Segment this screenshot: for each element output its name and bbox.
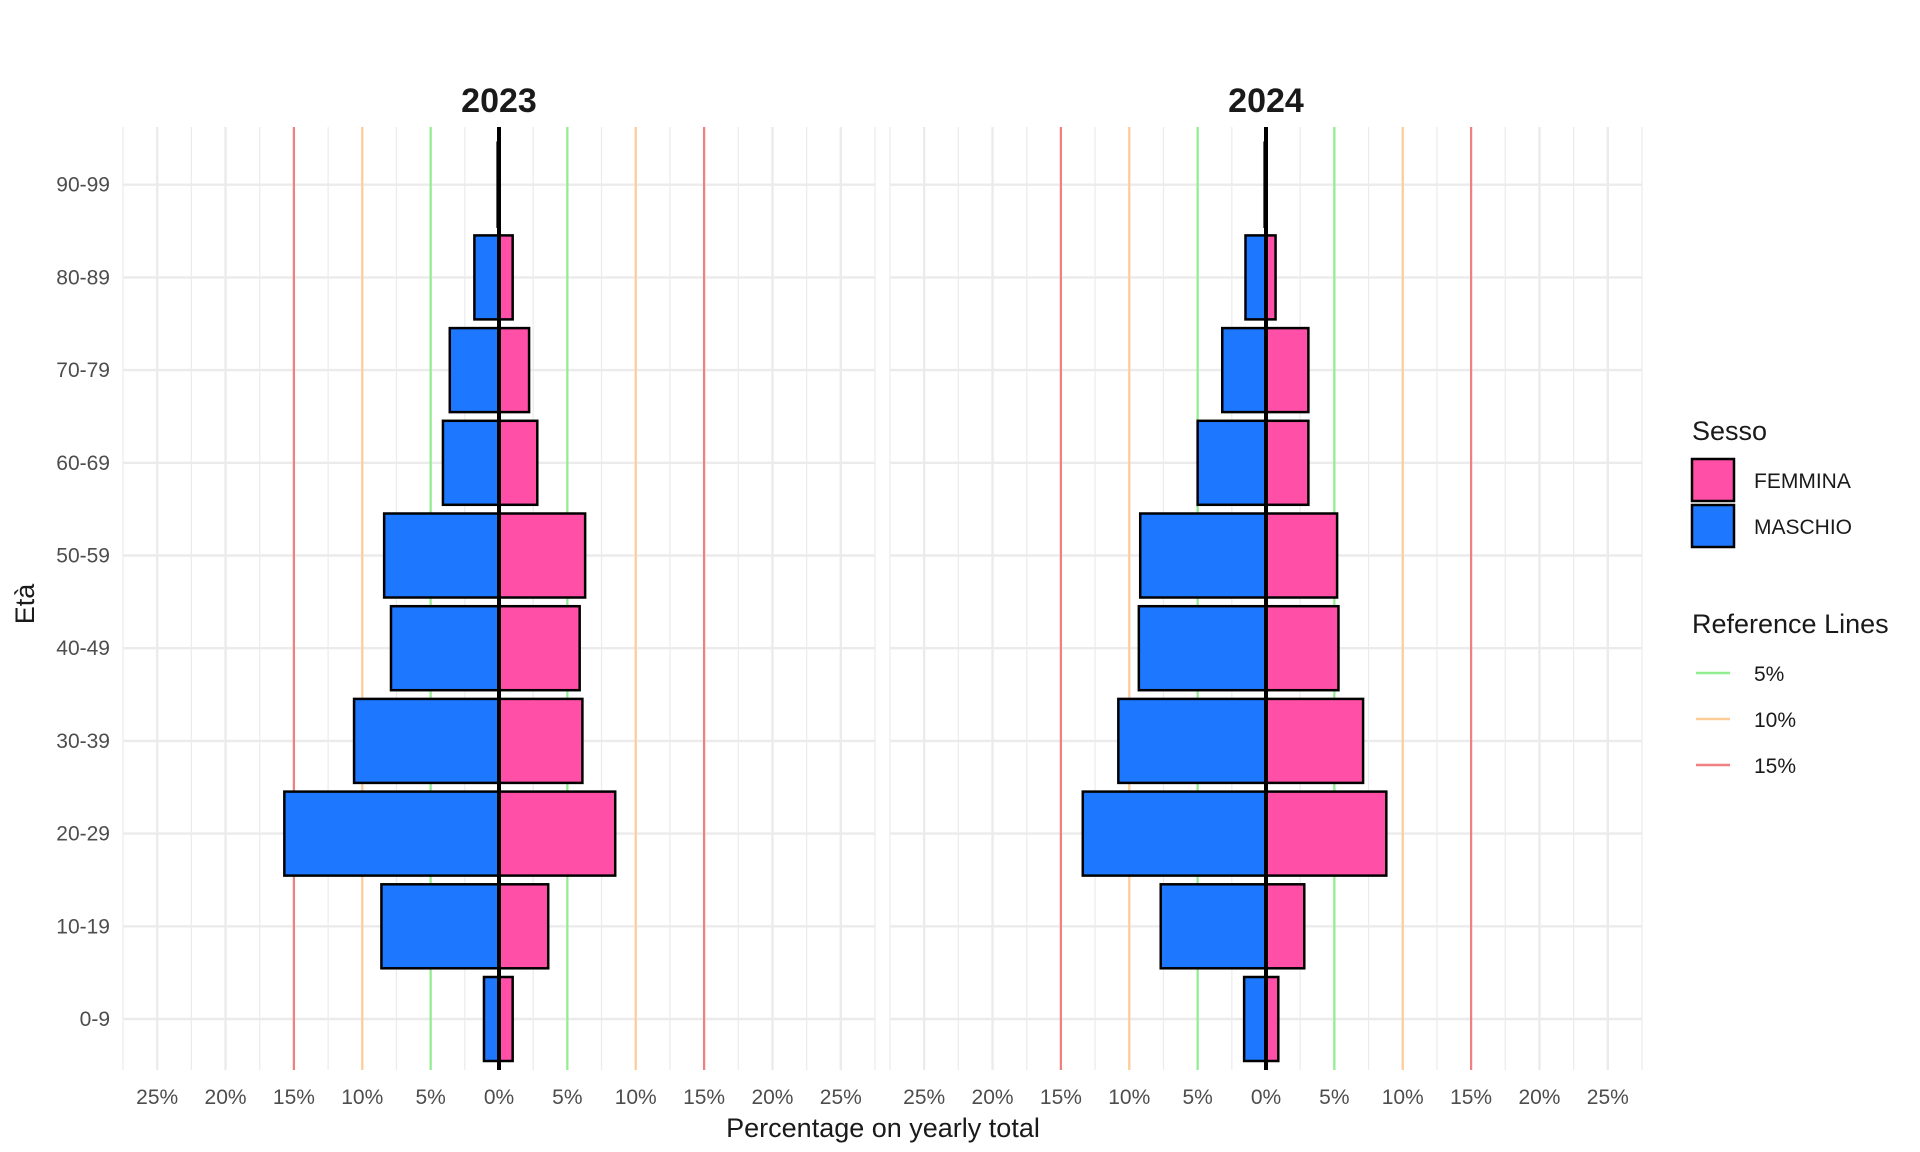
x-tick-label: 20% xyxy=(205,1086,247,1109)
x-tick-label: 20% xyxy=(751,1086,793,1109)
bar-femmina-10-19 xyxy=(497,883,550,970)
x-tick-label: 25% xyxy=(820,1086,862,1109)
bar-femmina-70-79 xyxy=(497,326,531,414)
x-tick-label: 15% xyxy=(683,1086,725,1109)
x-tick-label: 25% xyxy=(1587,1086,1629,1109)
bar-maschio-80-89 xyxy=(1244,234,1268,321)
legend-label-ref-5: 5% xyxy=(1754,663,1784,686)
bar-femmina-10-19 xyxy=(1264,883,1306,970)
y-tick-label: 20-29 xyxy=(56,823,110,846)
bar-maschio-30-39 xyxy=(352,697,501,785)
bar-maschio-10-19 xyxy=(1159,883,1268,970)
x-tick-label: 0% xyxy=(1251,1086,1281,1109)
x-tick-label: 15% xyxy=(273,1086,315,1109)
y-tick-label: 50-59 xyxy=(56,545,110,568)
x-tick-label: 10% xyxy=(1382,1086,1424,1109)
y-axis: 0-9 10-19 20-29 30-39 40-49 50-59 60-69 70-79 80… xyxy=(56,174,110,1031)
bar-maschio-80-89 xyxy=(473,234,501,321)
bar-maschio-20-29 xyxy=(283,790,501,877)
bar-maschio-60-69 xyxy=(441,419,501,507)
x-tick-label: 10% xyxy=(341,1086,383,1109)
legend-title-sesso: Sesso xyxy=(1692,416,1767,446)
x-tick-label: 20% xyxy=(1518,1086,1560,1109)
x-tick-label: 25% xyxy=(903,1086,945,1109)
x-tick-label: 20% xyxy=(972,1086,1014,1109)
legend-title-reference-lines: Reference Lines xyxy=(1692,609,1889,639)
bar-maschio-60-69 xyxy=(1196,419,1268,507)
x-tick-label: 10% xyxy=(1108,1086,1150,1109)
facet-panel-2023: 2023 25% 20% 15% 10% 5% 0% 5% 10% 15% 20% 25% xyxy=(122,82,876,1109)
x-tick-label: 10% xyxy=(615,1086,657,1109)
y-tick-label: 80-89 xyxy=(56,266,110,289)
y-tick-label: 30-39 xyxy=(56,730,110,753)
bar-femmina-40-49 xyxy=(497,604,581,692)
x-tick-label: 5% xyxy=(552,1086,582,1109)
bar-maschio-0-9 xyxy=(482,975,501,1063)
bar-femmina-60-69 xyxy=(1264,419,1310,507)
x-tick-label: 5% xyxy=(415,1086,445,1109)
bar-maschio-20-29 xyxy=(1081,790,1268,877)
y-tick-label: 0-9 xyxy=(80,1008,110,1031)
legend-label-femmina: FEMMINA xyxy=(1754,470,1851,493)
legend-label-ref-15: 15% xyxy=(1754,755,1796,778)
legend: Sesso FEMMINA MASCHIO Reference Lines 5% 10% 1… xyxy=(1690,416,1889,778)
bar-femmina-30-39 xyxy=(497,697,584,785)
bar-maschio-40-49 xyxy=(1137,604,1268,692)
y-tick-label: 60-69 xyxy=(56,452,110,475)
legend-label-ref-10: 10% xyxy=(1754,709,1796,732)
bar-maschio-10-19 xyxy=(380,883,501,970)
bar-femmina-20-29 xyxy=(1264,790,1388,877)
legend-key-femmina xyxy=(1690,457,1736,503)
x-tick-label: 15% xyxy=(1040,1086,1082,1109)
bar-femmina-40-49 xyxy=(1264,604,1340,692)
y-tick-label: 40-49 xyxy=(56,637,110,660)
bar-maschio-70-79 xyxy=(448,326,501,414)
bar-femmina-0-9 xyxy=(497,975,514,1063)
bar-femmina-60-69 xyxy=(497,419,539,507)
bar-maschio-50-59 xyxy=(1138,512,1268,599)
x-tick-label: 0% xyxy=(484,1086,514,1109)
y-tick-label: 90-99 xyxy=(56,174,110,197)
legend-label-maschio: MASCHIO xyxy=(1754,516,1852,539)
bar-maschio-40-49 xyxy=(389,604,501,692)
y-axis-title: Età xyxy=(10,583,40,625)
x-tick-label: 5% xyxy=(1182,1086,1212,1109)
bar-maschio-70-79 xyxy=(1220,326,1268,414)
bar-maschio-30-39 xyxy=(1117,697,1268,785)
facet-title: 2023 xyxy=(461,82,537,120)
y-tick-label: 70-79 xyxy=(56,359,110,382)
x-tick-label: 5% xyxy=(1319,1086,1349,1109)
facet-title: 2024 xyxy=(1228,82,1304,120)
facet-panel-2024: 2024 25% 20% 15% 10% 5% 0% 5% 10% 15% 20% 25% xyxy=(889,82,1643,1109)
x-tick-label: 25% xyxy=(136,1086,178,1109)
bar-femmina-70-79 xyxy=(1264,326,1310,414)
bar-femmina-20-29 xyxy=(497,790,617,877)
x-axis-title: Percentage on yearly total xyxy=(726,1113,1040,1143)
bar-maschio-50-59 xyxy=(382,512,501,599)
bar-femmina-50-59 xyxy=(497,512,587,599)
bar-maschio-0-9 xyxy=(1242,975,1268,1063)
bar-femmina-30-39 xyxy=(1264,697,1365,785)
legend-key-maschio xyxy=(1690,503,1736,549)
y-tick-label: 10-19 xyxy=(56,915,110,938)
bar-femmina-80-89 xyxy=(497,234,514,321)
x-tick-label: 15% xyxy=(1450,1086,1492,1109)
bar-femmina-50-59 xyxy=(1264,512,1339,599)
facet-panels: 2023 25% 20% 15% 10% 5% 0% 5% 10% 15% 20% 25% 2024 25… xyxy=(122,82,1643,1109)
